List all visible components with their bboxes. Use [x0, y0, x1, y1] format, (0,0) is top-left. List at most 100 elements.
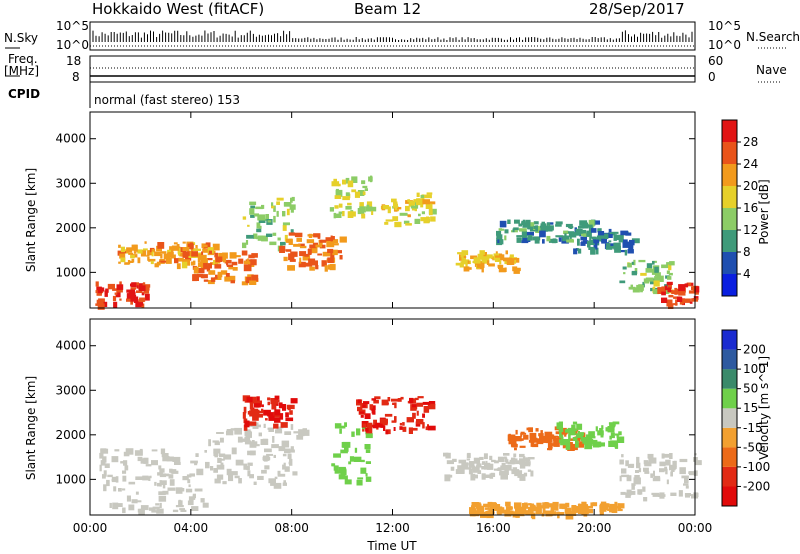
velocity-cell-7-59 — [600, 433, 604, 438]
velocity-cell-2-22 — [274, 417, 281, 423]
power-cell-4-0 — [331, 239, 339, 243]
velocity-cell-3-37 — [331, 463, 335, 467]
velocity-cell-4-74 — [422, 422, 425, 429]
power-cell-1-100 — [207, 247, 214, 254]
nsky-panel-frame — [89, 21, 696, 51]
velocity-cell-5-85 — [499, 470, 507, 476]
power-cell-1-19 — [169, 246, 173, 253]
velocity-cell-0-5 — [118, 488, 122, 492]
velocity-cell-4-71 — [409, 397, 414, 404]
power-cbar-tick-label-4: 20 — [743, 179, 758, 193]
velocity-cell-6-33 — [564, 433, 567, 437]
velocity-cell-8-69 — [638, 490, 642, 495]
power-cell-3-30 — [269, 241, 277, 246]
velocity-cell-9-127 — [472, 511, 480, 517]
power-cell-8-15 — [522, 237, 531, 242]
power-cell-8-79 — [499, 239, 504, 245]
power-cell-1-71 — [148, 259, 151, 262]
power-cell-6-22 — [429, 208, 433, 216]
velocity-cell-0-94 — [171, 470, 179, 474]
power-cell-1-8 — [147, 250, 153, 256]
velocity-cell-5-50 — [526, 458, 529, 463]
power-cell-8-55 — [532, 236, 541, 241]
power-cell-7-51 — [466, 260, 470, 264]
velocity-cell-0-64 — [168, 474, 174, 479]
velocity-cell-9-4 — [592, 502, 598, 507]
velocity-cell-6-57 — [514, 447, 517, 451]
velocity-cell-1-87 — [222, 481, 227, 485]
power-cell-3-7 — [273, 205, 276, 212]
velocity-cbar-tick-label-2: -50 — [743, 440, 763, 454]
velocity-cell-1-73 — [208, 439, 211, 447]
power-cell-1-64 — [128, 260, 134, 263]
velocity-cell-7-61 — [601, 425, 604, 430]
power-cell-5-19 — [335, 189, 343, 197]
velocity-cell-0-59 — [185, 488, 193, 493]
power-cell-3-12 — [255, 206, 263, 210]
velocity-cell-0-16 — [99, 464, 102, 472]
power-cell-1-77 — [182, 247, 190, 251]
power-cell-4-57 — [279, 245, 286, 251]
power-cell-8-68 — [565, 223, 573, 228]
power-cbar-label: Power [dB] — [757, 179, 771, 244]
power-cell-8-102 — [533, 225, 538, 229]
velocity-cell-7-39 — [558, 427, 564, 433]
velocity-cell-0-90 — [157, 482, 162, 487]
power-cell-3-4 — [271, 202, 274, 208]
power-cell-0-35 — [142, 282, 146, 285]
velocity-cell-0-92 — [122, 470, 127, 474]
power-cell-4-6 — [331, 254, 335, 260]
power-cell-0-48 — [96, 299, 104, 306]
power-cell-0-27 — [131, 282, 137, 288]
velocity-cell-9-153 — [536, 502, 542, 509]
velocity-cell-8-42 — [636, 456, 640, 464]
velocity-cell-7-52 — [609, 435, 612, 440]
power-cell-2-56 — [246, 276, 252, 284]
velocity-cell-6-74 — [557, 436, 563, 442]
velocity-cell-8-41 — [672, 460, 676, 467]
velocity-cell-1-46 — [230, 471, 238, 476]
velocity-cell-0-22 — [187, 479, 191, 484]
velocity-cell-9-122 — [617, 503, 620, 507]
velocity-cell-4-41 — [422, 401, 431, 405]
power-cell-4-44 — [299, 257, 302, 264]
velocity-cell-3-31 — [356, 479, 363, 486]
velocity-cell-9-133 — [585, 505, 593, 509]
velocity-cell-3-27 — [354, 447, 358, 453]
power-cell-9-48 — [593, 239, 600, 244]
power-cell-10-32 — [619, 280, 626, 284]
velocity-cell-4-11 — [422, 413, 425, 418]
power-cell-6-23 — [395, 207, 402, 210]
power-cell-2-17 — [224, 259, 232, 264]
velocity-cell-3-13 — [338, 425, 346, 429]
velocity-cell-7-57 — [587, 439, 593, 446]
velocity-cell-1-51 — [219, 437, 224, 443]
power-cell-1-33 — [137, 257, 141, 264]
velocity-cell-5-35 — [479, 456, 484, 460]
velocity-cell-8-18 — [684, 493, 691, 497]
power-cell-4-11 — [319, 239, 327, 243]
velocity-cell-0-104 — [138, 508, 145, 516]
velocity-cell-1-63 — [284, 466, 290, 472]
velocity-cell-1-10 — [249, 474, 254, 479]
velocity-cell-0-1 — [172, 509, 179, 513]
power-cell-2-57 — [208, 270, 216, 275]
velocity-cell-9-132 — [582, 507, 589, 515]
power-cell-2-44 — [241, 250, 248, 256]
power-cell-3-25 — [245, 240, 249, 245]
power-cbar-swatch-4 — [722, 186, 737, 208]
velocity-cell-0-32 — [180, 509, 187, 512]
power-cell-2-28 — [214, 264, 222, 269]
velocity-ylabel: Slant Range [km] — [24, 376, 38, 480]
velocity-cell-7-5 — [592, 442, 600, 448]
power-cell-2-36 — [218, 252, 223, 259]
power-cell-7-56 — [506, 258, 515, 265]
power-ylabel: Slant Range [km] — [24, 168, 38, 272]
velocity-cell-7-49 — [558, 427, 563, 430]
velocity-cell-8-65 — [647, 453, 654, 459]
velocity-cell-9-64 — [522, 504, 526, 509]
power-cell-1-76 — [201, 251, 204, 256]
velocity-cell-6-58 — [562, 443, 566, 449]
velocity-cell-0-42 — [169, 479, 175, 486]
